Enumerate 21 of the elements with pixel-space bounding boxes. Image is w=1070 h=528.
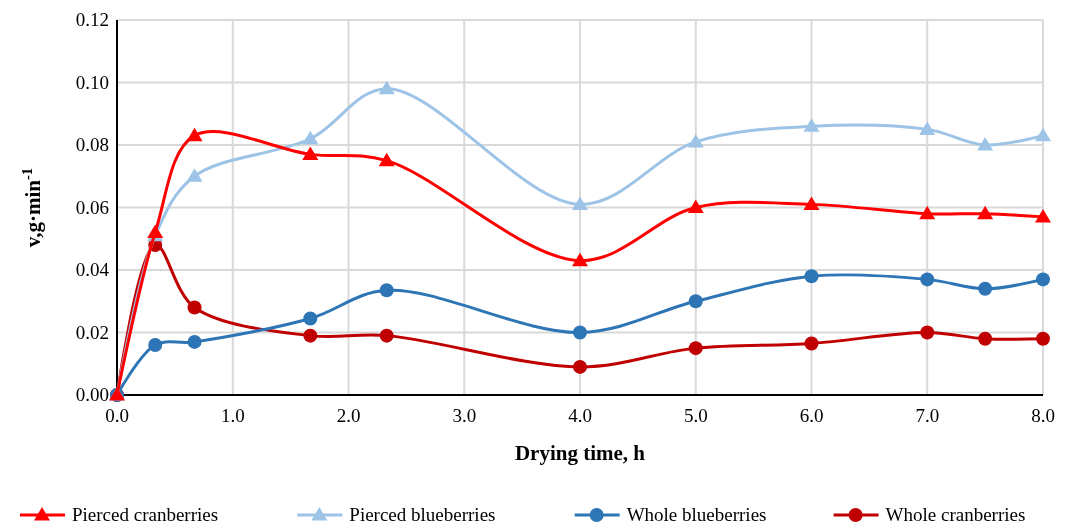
y-tick-label: 0.10: [75, 71, 109, 93]
x-tick-label: 6.0: [799, 405, 824, 426]
x-axis-title: Drying time, h: [514, 441, 646, 465]
y-tick-label: 0.12: [75, 9, 109, 30]
y-tick-label: 0.06: [75, 196, 109, 218]
y-tick-label: 0.00: [75, 384, 109, 405]
y-tick-label: 0.04: [75, 259, 110, 280]
y-tick-label: 0.08: [75, 134, 109, 155]
x-tick-label: 7.0: [915, 405, 940, 426]
x-tick-label: 1.0: [220, 405, 245, 426]
legend-label: Pierced blueberries: [349, 504, 496, 525]
y-tick-label: 0.02: [75, 321, 109, 343]
x-tick-label: 4.0: [568, 405, 592, 426]
x-tick-label: 8.0: [1031, 405, 1055, 426]
x-tick-label: 0.0: [105, 405, 129, 426]
x-tick-label: 2.0: [336, 405, 361, 426]
legend-label: Pierced cranberries: [72, 504, 219, 525]
legend-label: Whole cranberries: [885, 504, 1026, 525]
x-tick-label: 5.0: [683, 405, 708, 426]
x-tick-label: 3.0: [452, 405, 477, 426]
legend-label: Whole blueberries: [626, 504, 767, 525]
